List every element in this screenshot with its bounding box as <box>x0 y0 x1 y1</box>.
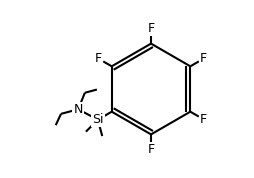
Text: F: F <box>95 52 102 65</box>
Text: F: F <box>148 22 155 35</box>
Text: F: F <box>200 113 207 126</box>
Text: Si: Si <box>92 113 104 126</box>
Text: F: F <box>200 52 207 65</box>
Text: N: N <box>73 103 83 116</box>
Text: F: F <box>148 143 155 156</box>
